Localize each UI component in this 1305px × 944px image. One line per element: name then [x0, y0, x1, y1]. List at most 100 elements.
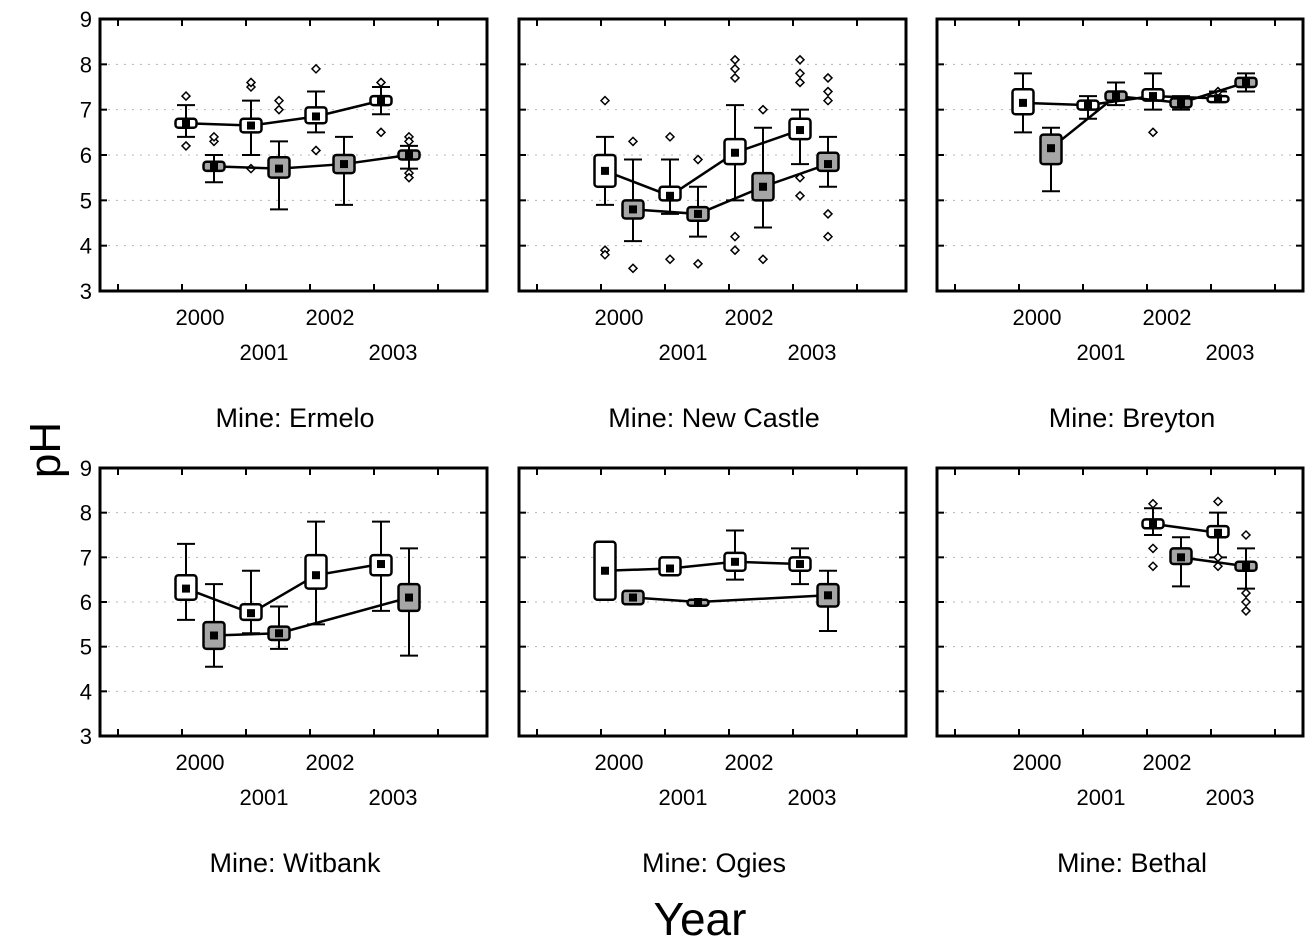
x-tick-label: 2000 [1013, 750, 1062, 775]
box-2003 [1206, 86, 1230, 104]
outlier-point [273, 104, 285, 115]
box-2003 [1234, 529, 1258, 616]
outlier-point [794, 77, 806, 88]
outlier-point [375, 77, 387, 88]
outlier-point [599, 95, 611, 106]
outlier-point [403, 172, 415, 183]
median-marker [1084, 101, 1092, 110]
x-tick-label: 2001 [1077, 785, 1126, 810]
median-marker [666, 564, 674, 573]
panel-2: 2000 2001 2002 2003 Mine: New Castle [517, 17, 908, 433]
x-tick-label: 2003 [788, 785, 837, 810]
outlier-point [403, 136, 415, 147]
x-tick-label: 2003 [369, 785, 418, 810]
median-marker [275, 164, 283, 173]
median-marker [731, 148, 739, 157]
outlier-point [1240, 529, 1252, 541]
box-2002 [1141, 72, 1165, 138]
median-marker [666, 191, 674, 200]
outlier-point [1212, 552, 1224, 563]
x-tick-label: 2002 [725, 305, 774, 330]
panel-5: 2000 2001 2002 2003 Mine: Ogies [517, 466, 908, 878]
median-line [632, 162, 829, 216]
median-marker [210, 631, 218, 640]
median-marker [1019, 98, 1027, 107]
median-marker [210, 162, 218, 171]
outlier-point [273, 95, 285, 106]
box-2002 [304, 63, 328, 156]
outlier-point [822, 231, 834, 242]
median-marker [247, 609, 255, 618]
y-tick-label: 8 [80, 52, 92, 77]
median-marker [1214, 94, 1222, 103]
median-marker [694, 209, 702, 218]
box-2003 [1234, 72, 1258, 93]
x-tick-label: 2003 [1206, 785, 1255, 810]
box-2002 [1169, 536, 1193, 588]
median-line [213, 153, 410, 170]
outlier-point [245, 77, 257, 88]
panel-title: Mine: Witbank [209, 848, 381, 878]
series-filled [202, 95, 421, 211]
median-marker [247, 121, 255, 130]
outlier-point [664, 131, 676, 142]
y-tick-label: 3 [80, 724, 92, 749]
median-marker [1177, 98, 1185, 107]
outlier-point [599, 249, 611, 260]
outlier-point [627, 263, 639, 274]
panel-title: Mine: Breyton [1049, 403, 1216, 433]
box-2002 [332, 135, 356, 206]
outlier-point [757, 254, 769, 265]
box-2002 [751, 104, 775, 265]
x-tick-label: 2001 [240, 785, 289, 810]
median-marker [312, 112, 320, 121]
box-2001 [239, 569, 263, 635]
outlier-point [1147, 543, 1159, 554]
x-tick-label: 2001 [659, 785, 708, 810]
x-tick-label: 2003 [369, 340, 418, 365]
outlier-point [822, 208, 834, 219]
outlier-point [1240, 605, 1252, 616]
x-tick-label: 2000 [176, 750, 225, 775]
panel-3: 2000 2001 2002 2003 Mine: Breyton [935, 17, 1305, 433]
outlier-point [822, 86, 834, 97]
outlier-point [180, 140, 192, 151]
box-2001 [1104, 81, 1128, 107]
median-marker [694, 598, 702, 606]
outlier-point [692, 258, 704, 269]
median-marker [405, 151, 413, 159]
series-filled [621, 569, 840, 633]
outlier-point [664, 254, 676, 265]
panel-4: 3 4 5 6 7 8 9 2000 2001 2002 2003 Mine: Witbank [80, 456, 489, 878]
box-2000 [1011, 72, 1035, 134]
x-tick-label: 2002 [306, 750, 355, 775]
median-marker [1149, 519, 1157, 528]
x-tick-label: 2000 [1013, 305, 1062, 330]
series-filled [202, 547, 421, 668]
outlier-point [1240, 596, 1252, 608]
series-open [174, 63, 393, 174]
median-marker [796, 126, 804, 135]
outlier-point [729, 231, 741, 242]
outlier-point [310, 145, 322, 156]
box-2000 [593, 540, 617, 602]
series-open [593, 54, 812, 265]
outlier-point [1147, 127, 1159, 138]
series-open [1141, 496, 1230, 572]
x-tick-label: 2003 [1206, 340, 1255, 365]
y-tick-label: 9 [80, 456, 92, 481]
median-marker [824, 160, 832, 169]
series-filled [621, 72, 840, 274]
box-2000 [621, 589, 645, 606]
y-tick-label: 6 [80, 143, 92, 168]
box-2003 [369, 520, 393, 612]
median-line [1050, 81, 1247, 150]
box-2001 [686, 154, 710, 269]
box-2002 [304, 520, 328, 626]
x-tick-label: 2003 [788, 340, 837, 365]
box-2001 [267, 95, 291, 211]
median-marker [824, 591, 832, 600]
box-2003 [397, 131, 421, 183]
outlier-point [208, 131, 220, 142]
